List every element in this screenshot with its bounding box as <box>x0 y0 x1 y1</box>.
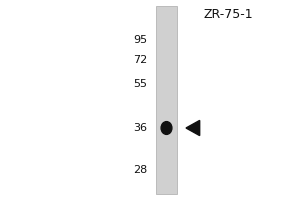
Text: 28: 28 <box>133 165 147 175</box>
Bar <box>156 6 177 194</box>
Text: 72: 72 <box>133 55 147 65</box>
Polygon shape <box>186 120 200 136</box>
Ellipse shape <box>161 122 172 134</box>
Text: 95: 95 <box>133 35 147 45</box>
Text: ZR-75-1: ZR-75-1 <box>203 7 253 21</box>
Text: 36: 36 <box>133 123 147 133</box>
Text: 55: 55 <box>133 79 147 89</box>
